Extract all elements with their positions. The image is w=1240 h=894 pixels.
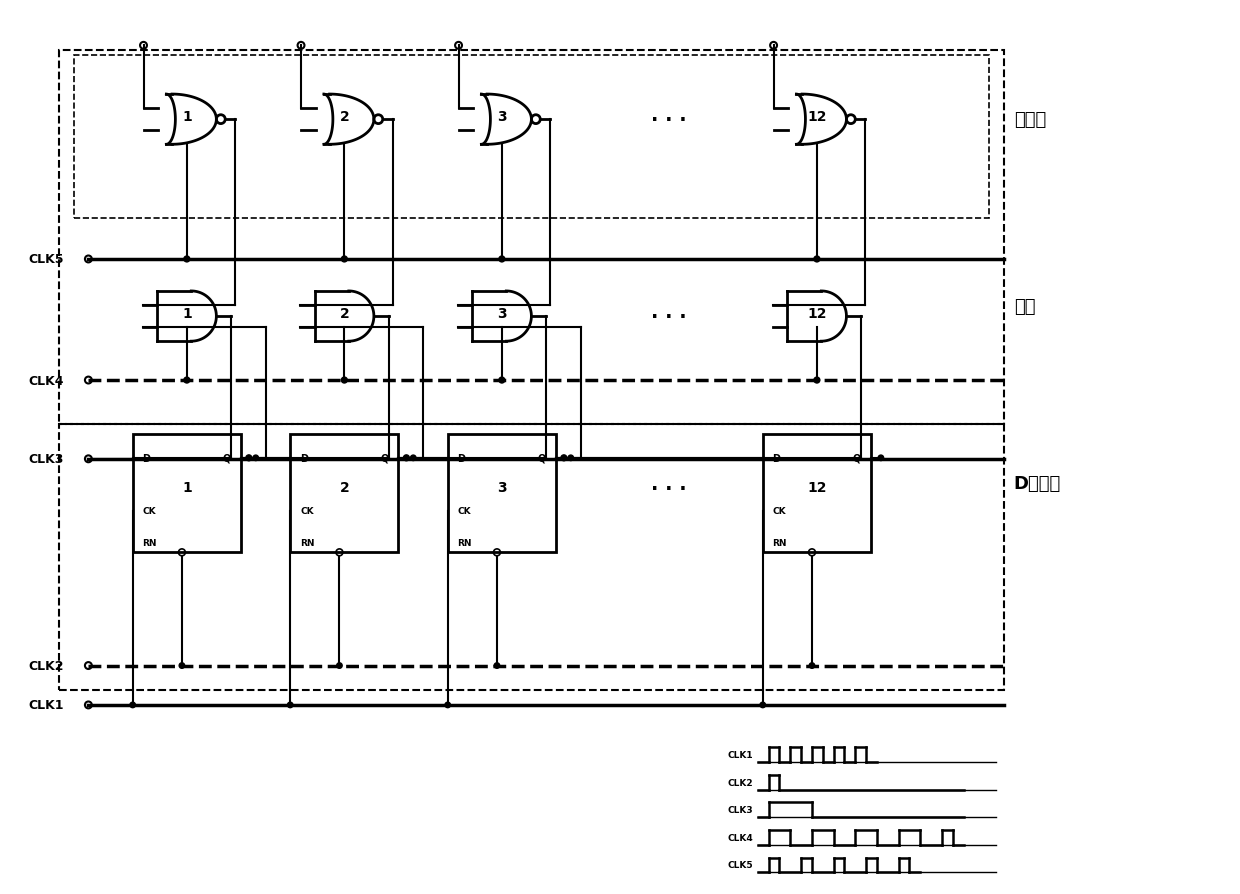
Circle shape <box>568 456 574 461</box>
Text: CK: CK <box>143 507 156 516</box>
Circle shape <box>179 663 185 669</box>
Text: CLK4: CLK4 <box>727 833 753 842</box>
Text: 12: 12 <box>807 481 827 494</box>
Bar <box>58 425 1004 690</box>
Text: Q: Q <box>381 453 388 463</box>
Text: CK: CK <box>458 507 471 516</box>
Text: Q: Q <box>223 453 231 463</box>
Text: D: D <box>458 453 465 463</box>
Circle shape <box>184 257 190 263</box>
Circle shape <box>495 663 500 669</box>
Text: CLK1: CLK1 <box>29 698 63 712</box>
Bar <box>133 434 241 552</box>
Bar <box>448 434 556 552</box>
Text: 3: 3 <box>497 481 507 494</box>
Circle shape <box>810 663 815 669</box>
Text: CLK5: CLK5 <box>29 253 63 266</box>
Text: CLK3: CLK3 <box>29 452 63 466</box>
Circle shape <box>130 703 135 708</box>
Circle shape <box>410 456 415 461</box>
Text: 2: 2 <box>340 110 350 124</box>
Circle shape <box>560 455 567 461</box>
Circle shape <box>288 703 293 708</box>
Circle shape <box>498 377 505 384</box>
Text: 2: 2 <box>340 481 350 494</box>
Text: RN: RN <box>300 539 315 548</box>
Text: 12: 12 <box>807 307 827 321</box>
Circle shape <box>813 377 820 384</box>
Circle shape <box>337 663 342 669</box>
Circle shape <box>878 456 884 461</box>
Circle shape <box>246 455 252 461</box>
Text: 3: 3 <box>497 110 507 124</box>
Circle shape <box>341 257 347 263</box>
Bar <box>763 434 870 552</box>
Text: Q: Q <box>538 453 546 463</box>
Text: D: D <box>300 453 308 463</box>
Text: CK: CK <box>773 507 786 516</box>
Circle shape <box>445 703 450 708</box>
Circle shape <box>760 703 765 708</box>
Text: 与门: 与门 <box>1014 298 1035 316</box>
Text: 1: 1 <box>182 110 192 124</box>
Text: D: D <box>773 453 781 463</box>
Circle shape <box>498 257 505 263</box>
Circle shape <box>341 377 347 384</box>
Circle shape <box>253 456 258 461</box>
Text: 12: 12 <box>807 110 827 124</box>
Text: 2: 2 <box>340 307 350 321</box>
Bar <box>290 434 398 552</box>
Text: CLK4: CLK4 <box>29 374 63 387</box>
Text: RN: RN <box>773 539 787 548</box>
Text: · · ·: · · · <box>651 479 687 498</box>
Circle shape <box>403 455 409 461</box>
Circle shape <box>184 377 190 384</box>
Text: RN: RN <box>458 539 472 548</box>
Text: 1: 1 <box>182 307 192 321</box>
Text: 或非门: 或非门 <box>1014 111 1047 129</box>
Text: CK: CK <box>300 507 314 516</box>
Text: CLK3: CLK3 <box>728 805 753 814</box>
Text: D: D <box>143 453 150 463</box>
Text: · · ·: · · · <box>651 308 687 326</box>
Text: RN: RN <box>143 539 157 548</box>
Text: · · ·: · · · <box>651 111 687 130</box>
Circle shape <box>813 257 820 263</box>
Text: CLK2: CLK2 <box>29 659 63 672</box>
Bar <box>73 56 990 218</box>
Text: CLK5: CLK5 <box>728 860 753 870</box>
Bar <box>58 51 1004 425</box>
Text: 1: 1 <box>182 481 192 494</box>
Text: Q: Q <box>853 453 862 463</box>
Text: D触发器: D触发器 <box>1014 475 1061 493</box>
Text: CLK2: CLK2 <box>728 778 753 787</box>
Text: 3: 3 <box>497 307 507 321</box>
Text: CLK1: CLK1 <box>728 750 753 759</box>
